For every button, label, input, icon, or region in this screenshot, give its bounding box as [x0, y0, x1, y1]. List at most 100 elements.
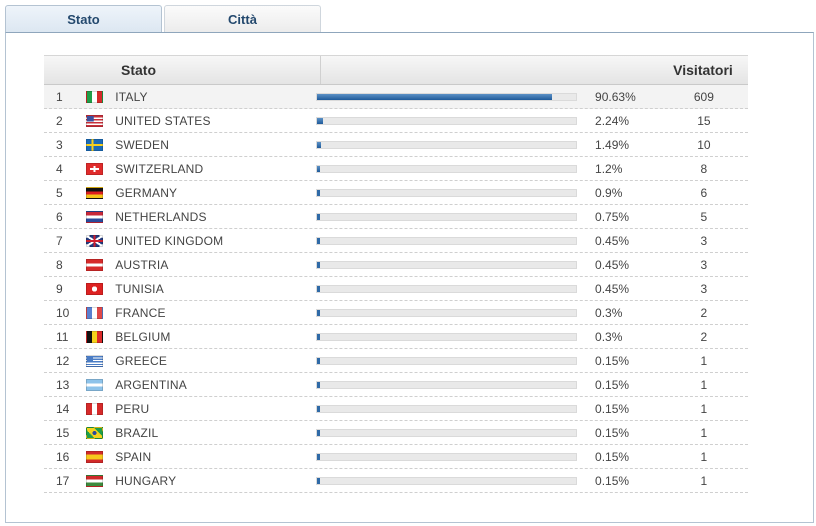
table-row[interactable]: 11 BELGIUM 0.3% 2	[44, 325, 748, 349]
row-visitors: 3	[700, 257, 708, 272]
row-visitors: 1	[700, 425, 708, 440]
table-row[interactable]: 16 SPAIN 0.15% 1	[44, 445, 748, 469]
row-percent: 90.63%	[595, 89, 636, 104]
row-country: BELGIUM	[115, 329, 171, 344]
row-rank: 6	[56, 209, 63, 224]
row-country: AUSTRIA	[115, 257, 169, 272]
row-visitors: 3	[700, 233, 708, 248]
row-visitors: 1	[700, 377, 708, 392]
table-row[interactable]: 12 GREECE 0.15% 1	[44, 349, 748, 373]
hungary-flag-icon	[85, 474, 104, 487]
table-body: 1 ITALY 90.63% 609 2 UNITED STATES 2.24% 15 3 SWE…	[44, 85, 748, 493]
row-percent: 1.49%	[595, 137, 630, 152]
row-country: FRANCE	[115, 305, 166, 320]
share-bar	[316, 452, 578, 461]
table-row[interactable]: 6 NETHERLANDS 0.75% 5	[44, 205, 748, 229]
tab-stato[interactable]: Stato	[5, 5, 162, 34]
table-row[interactable]: 7 UNITED KINGDOM 0.45% 3	[44, 229, 748, 253]
share-bar-fill	[317, 165, 321, 172]
row-country: UNITED STATES	[115, 113, 211, 128]
row-percent: 0.15%	[595, 353, 630, 368]
table-row[interactable]: 4 SWITZERLAND 1.2% 8	[44, 157, 748, 181]
row-rank: 3	[56, 137, 63, 152]
belgium-flag-icon	[85, 330, 104, 343]
row-visitors: 1	[700, 401, 708, 416]
row-percent: 0.75%	[595, 209, 630, 224]
share-bar	[316, 92, 578, 101]
table-row[interactable]: 9 TUNISIA 0.45% 3	[44, 277, 748, 301]
row-visitors: 609	[693, 89, 714, 104]
table-row[interactable]: 10 FRANCE 0.3% 2	[44, 301, 748, 325]
table-row[interactable]: 14 PERU 0.15% 1	[44, 397, 748, 421]
share-bar	[316, 212, 578, 221]
table-row[interactable]: 13 ARGENTINA 0.15% 1	[44, 373, 748, 397]
row-visitors: 1	[700, 353, 708, 368]
row-country: TUNISIA	[115, 281, 164, 296]
row-percent: 0.9%	[595, 185, 623, 200]
share-bar	[316, 332, 578, 341]
table-row[interactable]: 1 ITALY 90.63% 609	[44, 85, 748, 109]
united-states-flag-icon	[85, 114, 104, 127]
table-row[interactable]: 17 HUNGARY 0.15% 1	[44, 469, 748, 493]
row-percent: 0.15%	[595, 425, 630, 440]
row-percent: 0.45%	[595, 257, 630, 272]
row-rank: 1	[56, 89, 63, 104]
row-country: GERMANY	[115, 185, 178, 200]
share-bar	[316, 404, 578, 413]
argentina-flag-icon	[85, 378, 104, 391]
italy-flag-icon	[85, 90, 104, 103]
share-bar-fill	[317, 357, 321, 364]
row-percent: 0.15%	[595, 377, 630, 392]
table-row[interactable]: 2 UNITED STATES 2.24% 15	[44, 109, 748, 133]
content-panel: Stato Visitatori 1 ITALY 90.63% 609 2 UNITED …	[5, 32, 814, 523]
share-bar-fill	[317, 333, 321, 340]
row-country: PERU	[115, 401, 150, 416]
row-percent: 0.3%	[595, 305, 623, 320]
spain-flag-icon	[85, 450, 104, 463]
column-header-visitors[interactable]: Visitatori	[673, 62, 733, 78]
row-rank: 14	[56, 401, 70, 416]
tab-citta[interactable]: Città	[164, 5, 321, 32]
row-visitors: 8	[700, 161, 708, 176]
share-bar	[316, 476, 578, 485]
share-bar-fill	[317, 453, 321, 460]
column-header-country[interactable]: Stato	[44, 56, 321, 84]
row-visitors: 5	[700, 209, 708, 224]
row-rank: 2	[56, 113, 63, 128]
share-bar-fill	[317, 237, 321, 244]
row-visitors: 1	[700, 449, 708, 464]
row-rank: 8	[56, 257, 63, 272]
share-bar-fill	[317, 213, 321, 220]
row-country: SWEDEN	[115, 137, 170, 152]
tunisia-flag-icon	[85, 282, 104, 295]
row-country: NETHERLANDS	[115, 209, 207, 224]
row-visitors: 10	[697, 137, 711, 152]
row-country: UNITED KINGDOM	[115, 233, 224, 248]
table-row[interactable]: 5 GERMANY 0.9% 6	[44, 181, 748, 205]
table-header: Stato Visitatori	[44, 55, 748, 85]
germany-flag-icon	[85, 186, 104, 199]
table-row[interactable]: 15 BRAZIL 0.15% 1	[44, 421, 748, 445]
greece-flag-icon	[85, 354, 104, 367]
share-bar-fill	[317, 309, 321, 316]
row-country: HUNGARY	[115, 473, 177, 488]
share-bar	[316, 188, 578, 197]
share-bar-fill	[317, 189, 321, 196]
share-bar	[316, 380, 578, 389]
share-bar	[316, 260, 578, 269]
france-flag-icon	[85, 306, 104, 319]
row-country: GREECE	[115, 353, 168, 368]
row-rank: 9	[56, 281, 63, 296]
row-rank: 13	[56, 377, 70, 392]
share-bar	[316, 428, 578, 437]
row-visitors: 1	[700, 473, 708, 488]
brazil-flag-icon	[85, 426, 104, 439]
row-visitors: 2	[700, 329, 708, 344]
row-percent: 0.3%	[595, 329, 623, 344]
visitors-by-country-table: Stato Visitatori 1 ITALY 90.63% 609 2 UNITED …	[44, 55, 748, 493]
row-percent: 1.2%	[595, 161, 623, 176]
row-rank: 12	[56, 353, 70, 368]
row-visitors: 2	[700, 305, 708, 320]
table-row[interactable]: 3 SWEDEN 1.49% 10	[44, 133, 748, 157]
table-row[interactable]: 8 AUSTRIA 0.45% 3	[44, 253, 748, 277]
